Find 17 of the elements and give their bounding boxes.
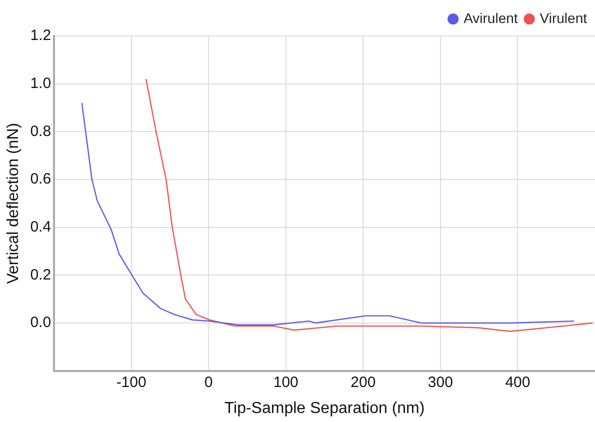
y-tick-label: 0.0 [30,314,52,332]
y-tick-label: 1.0 [30,74,52,92]
y-tick-label: 0.6 [30,170,52,188]
x-tick-label: -100 [116,374,146,391]
x-tick-label: 300 [428,374,453,391]
y-tick-label: 0.4 [30,218,52,236]
x-tick-label: 0 [204,374,213,391]
y-tick-label: 0.2 [30,266,52,284]
x-tick-label: 400 [505,374,530,391]
x-tick-label: 100 [273,374,298,391]
y-axis-title: Vertical deflection (nN) [5,122,22,284]
x-axis-title: Tip-Sample Separation (nm) [224,400,425,417]
legend-label: Avirulent [464,10,518,26]
x-tick-label: 200 [350,374,376,391]
legend-label: Virulent [540,10,588,26]
y-tick-label: 1.2 [30,27,52,44]
y-tick-label: 0.8 [30,122,52,140]
